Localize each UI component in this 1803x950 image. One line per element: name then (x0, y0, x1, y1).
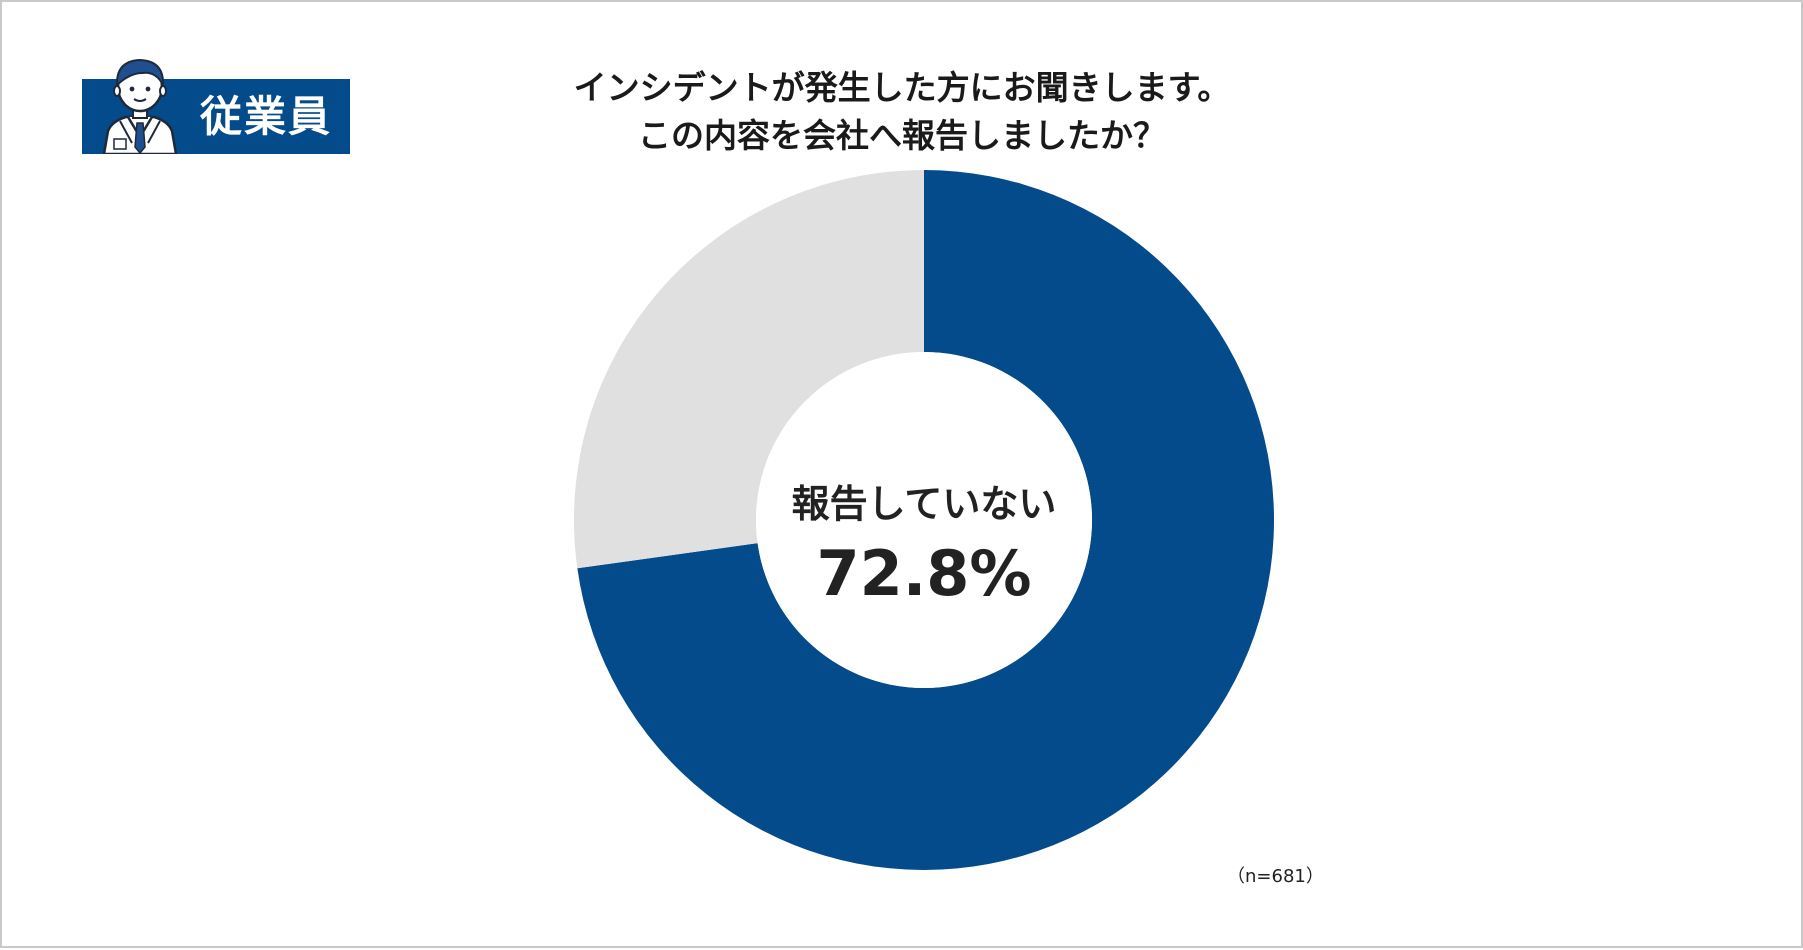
chart-title: インシデントが発生した方にお聞きします。 この内容を会社へ報告しましたか？ (402, 64, 1402, 160)
donut-slice-2 (574, 170, 924, 569)
center-category-label: 報告していない (792, 482, 1057, 526)
donut-slice-1 (577, 170, 1274, 870)
employee-avatar-icon (90, 47, 190, 154)
center-value-label: 72.8% (816, 537, 1031, 610)
chart-title-line-1: インシデントが発生した方にお聞きします。 (573, 68, 1231, 107)
sample-size-note: （n=681） (1227, 866, 1324, 887)
respondent-badge: 従業員 (82, 58, 350, 154)
badge-label: 従業員 (200, 92, 333, 141)
chart-title-line-2: この内容を会社へ報告しましたか？ (638, 116, 1166, 155)
donut-hole (756, 352, 1092, 688)
